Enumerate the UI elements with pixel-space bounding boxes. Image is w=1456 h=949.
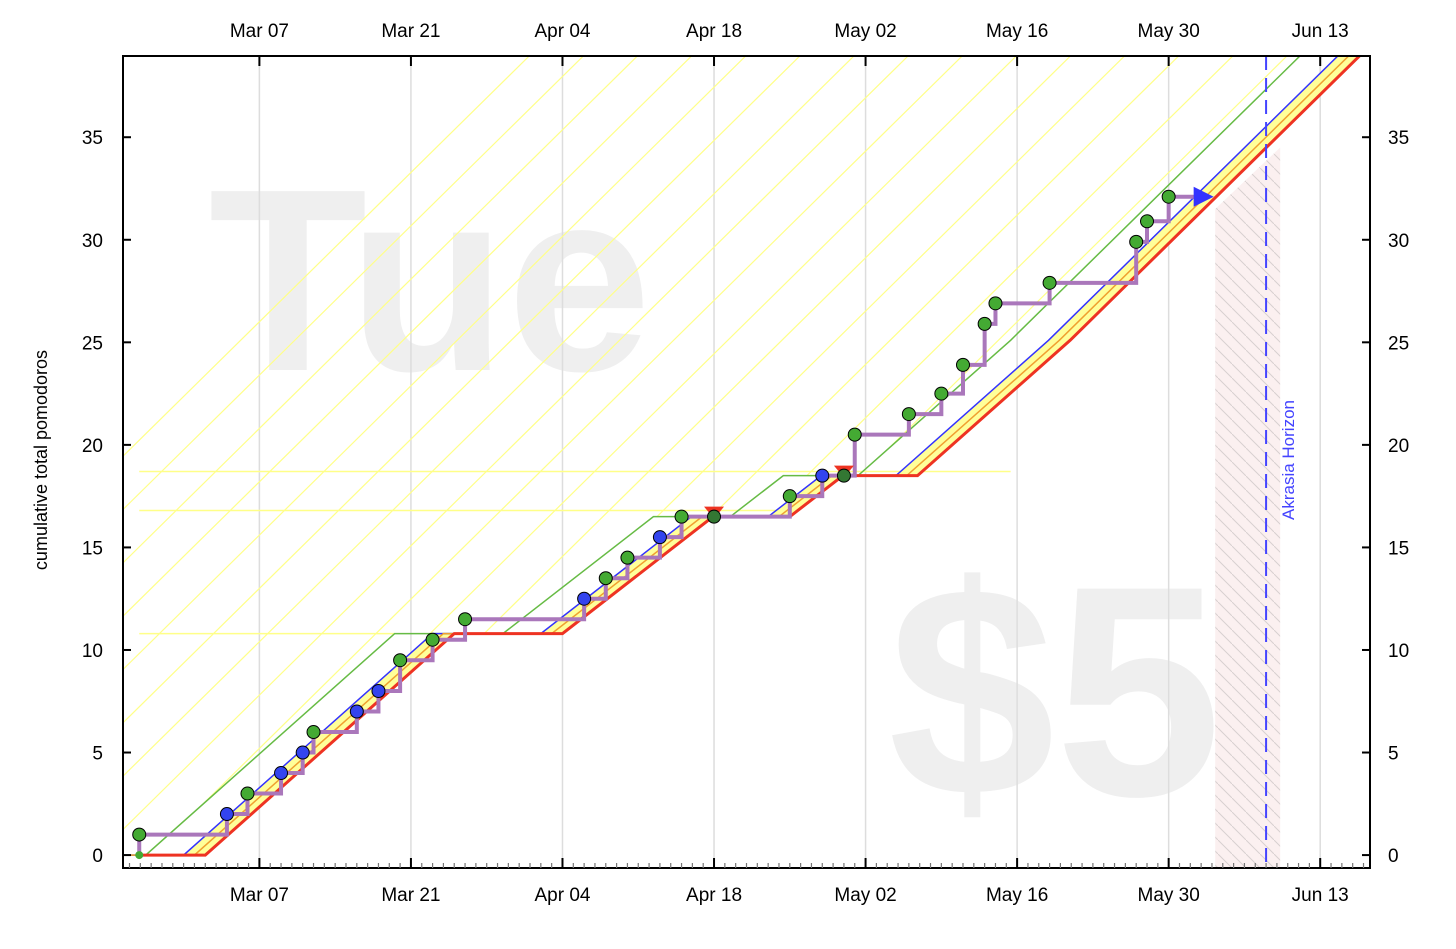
data-point [275,767,288,780]
data-point [848,428,861,441]
data-point [978,317,991,330]
data-point [394,654,407,667]
plot-area: Tue $5 Akrasia Horizon [0,0,1456,876]
data-point [241,787,254,800]
x-tick-label-top: May 30 [1138,21,1200,42]
y-tick-label-left: 5 [92,744,103,765]
y-tick-label-left: 35 [82,128,103,149]
start-point [135,851,143,859]
x-tick-label-top: May 02 [834,21,896,42]
x-tick-label-top: Jun 13 [1292,21,1349,42]
guide-diagonal [1288,0,1456,855]
data-point [708,510,721,523]
y-tick-label-right: 10 [1388,641,1409,662]
x-tick-label-bottom: Jun 13 [1292,885,1349,906]
akrasia-region [1215,147,1280,875]
y-tick-label-left: 30 [82,231,103,252]
data-point [1141,215,1154,228]
data-point [1043,276,1056,289]
x-tick-label-top: Mar 07 [230,21,289,42]
data-point [837,469,850,482]
data-point [296,746,309,759]
data-point [653,531,666,544]
y-tick-label-right: 30 [1388,231,1409,252]
data-point [426,633,439,646]
data-point [578,592,591,605]
x-tick-label-bottom: May 30 [1138,885,1200,906]
data-point [956,358,969,371]
y-tick-label-left: 25 [82,333,103,354]
y-tick-label-left: 10 [82,641,103,662]
y-tick-label-right: 20 [1388,436,1409,457]
guide-diagonal [0,0,963,855]
data-point [133,828,146,841]
x-tick-label-top: May 16 [986,21,1048,42]
data-point [675,510,688,523]
x-tick-label-bottom: Mar 07 [230,885,289,906]
data-point [220,808,233,821]
guide-diagonal [0,0,801,855]
x-tick-label-bottom: Mar 21 [381,885,440,906]
data-point [816,469,829,482]
watermark-day: Tue [209,136,652,426]
y-axis-label: cumulative total pomodoros [31,350,51,570]
y-tick-label-left: 20 [82,436,103,457]
y-tick-label-right: 35 [1388,128,1409,149]
data-point [350,705,363,718]
x-tick-label-bottom: May 02 [834,885,896,906]
data-point [783,490,796,503]
x-tick-label-bottom: May 16 [986,885,1048,906]
x-tick-label-top: Mar 21 [381,21,440,42]
y-tick-label-right: 5 [1388,744,1399,765]
y-tick-label-right: 15 [1388,538,1409,559]
watermark-pledge: $5 [888,523,1222,859]
guide-diagonal [1450,0,1456,855]
data-point [372,684,385,697]
data-point [307,726,320,739]
x-tick-label-bottom: Apr 18 [686,885,742,906]
y-tick-label-left: 15 [82,538,103,559]
data-point [989,297,1002,310]
y-tick-label-right: 0 [1388,846,1399,867]
data-point [621,551,634,564]
data-point [1130,235,1143,248]
akrasia-horizon-label: Akrasia Horizon [1279,400,1298,520]
data-point [1162,190,1175,203]
y-tick-label-left: 0 [92,846,103,867]
y-tick-label-right: 25 [1388,333,1409,354]
data-point [599,572,612,585]
guide-diagonal [0,0,909,855]
x-tick-label-bottom: Apr 04 [534,885,590,906]
data-point [935,387,948,400]
x-tick-label-top: Apr 04 [534,21,590,42]
x-tick-label-top: Apr 18 [686,21,742,42]
data-point [459,613,472,626]
data-point [902,408,915,421]
